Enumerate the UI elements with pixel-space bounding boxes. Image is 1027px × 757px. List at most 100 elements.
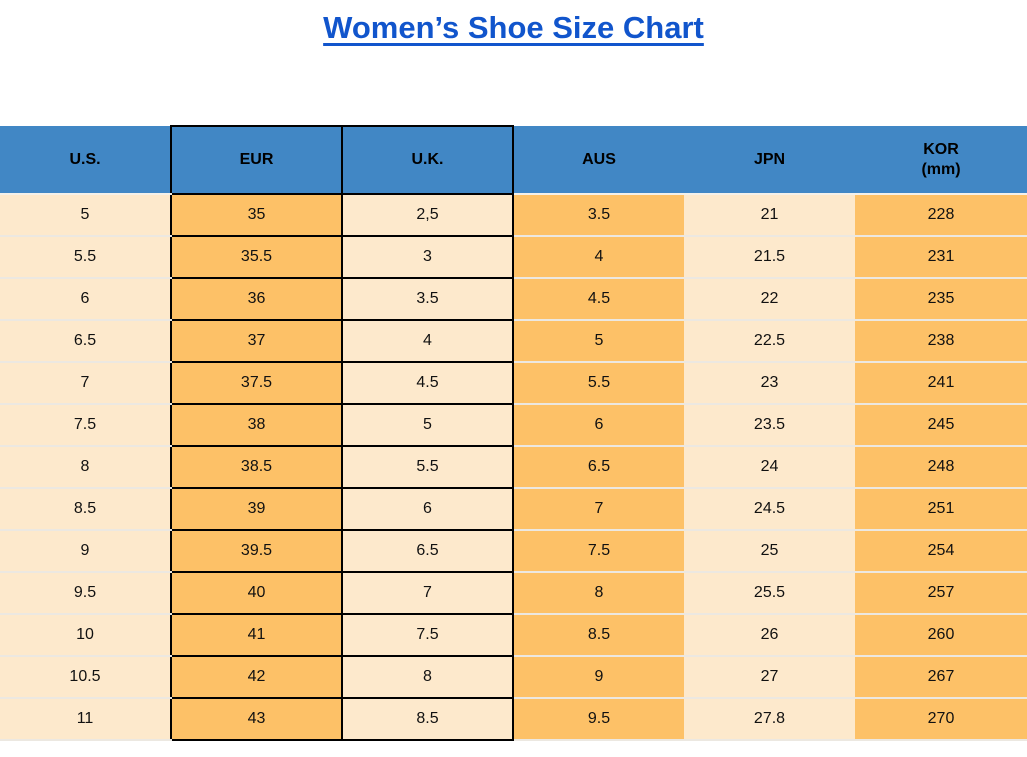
cell-us: 7	[0, 362, 171, 405]
page-title[interactable]: Women’s Shoe Size Chart	[323, 10, 704, 45]
cell-kor: 270	[855, 698, 1027, 741]
cell-eur: 40	[170, 571, 343, 615]
cell-eur: 38	[170, 403, 343, 447]
cell-uk: 4.5	[341, 361, 514, 405]
cell-jpn: 27	[684, 656, 855, 699]
cell-uk: 3.5	[341, 277, 514, 321]
cell-jpn: 26	[684, 614, 855, 657]
cell-uk: 4	[341, 319, 514, 363]
cell-eur: 39.5	[170, 529, 343, 573]
cell-jpn: 21	[684, 194, 855, 237]
cell-aus: 9.5	[513, 698, 684, 741]
table-row: 6 36 3.5 4.5 22 235	[0, 277, 1027, 321]
cell-eur: 36	[170, 277, 343, 321]
cell-eur: 35.5	[170, 235, 343, 279]
cell-kor: 254	[855, 530, 1027, 573]
cell-aus: 9	[513, 656, 684, 699]
cell-aus: 6	[513, 404, 684, 447]
column-header-kor-unit: (mm)	[921, 160, 961, 178]
cell-uk: 8.5	[341, 697, 514, 741]
cell-jpn: 25	[684, 530, 855, 573]
cell-aus: 8	[513, 572, 684, 615]
shoe-size-table: U.S. EUR U.K. AUS JPN KOR (mm) 5 35 2,5 …	[0, 125, 1027, 741]
table-row: 10 41 7.5 8.5 26 260	[0, 613, 1027, 657]
cell-us: 5	[0, 194, 171, 237]
cell-us: 6.5	[0, 320, 171, 363]
cell-aus: 3.5	[513, 194, 684, 237]
table-row: 8 38.5 5.5 6.5 24 248	[0, 445, 1027, 489]
cell-jpn: 22	[684, 278, 855, 321]
table-row: 5.5 35.5 3 4 21.5 231	[0, 235, 1027, 279]
cell-us: 7.5	[0, 404, 171, 447]
cell-kor: 245	[855, 404, 1027, 447]
cell-uk: 7.5	[341, 613, 514, 657]
cell-kor: 257	[855, 572, 1027, 615]
cell-us: 9.5	[0, 572, 171, 615]
cell-kor: 251	[855, 488, 1027, 531]
cell-us: 5.5	[0, 236, 171, 279]
cell-aus: 5	[513, 320, 684, 363]
cell-eur: 42	[170, 655, 343, 699]
cell-uk: 8	[341, 655, 514, 699]
cell-aus: 4	[513, 236, 684, 279]
column-header-kor: KOR (mm)	[855, 126, 1027, 195]
cell-uk: 6	[341, 487, 514, 531]
cell-uk: 5	[341, 403, 514, 447]
cell-eur: 41	[170, 613, 343, 657]
cell-jpn: 22.5	[684, 320, 855, 363]
cell-aus: 7	[513, 488, 684, 531]
cell-kor: 248	[855, 446, 1027, 489]
column-header-jpn: JPN	[684, 126, 855, 195]
cell-kor: 241	[855, 362, 1027, 405]
cell-uk: 2,5	[341, 193, 514, 237]
cell-eur: 39	[170, 487, 343, 531]
cell-uk: 3	[341, 235, 514, 279]
cell-jpn: 24.5	[684, 488, 855, 531]
cell-jpn: 21.5	[684, 236, 855, 279]
cell-us: 9	[0, 530, 171, 573]
cell-us: 6	[0, 278, 171, 321]
cell-kor: 231	[855, 236, 1027, 279]
table-header-row: U.S. EUR U.K. AUS JPN KOR (mm)	[0, 125, 1027, 195]
column-header-aus: AUS	[513, 126, 684, 195]
cell-us: 11	[0, 698, 171, 741]
cell-kor: 260	[855, 614, 1027, 657]
cell-jpn: 27.8	[684, 698, 855, 741]
column-header-uk: U.K.	[341, 125, 514, 195]
table-row: 7 37.5 4.5 5.5 23 241	[0, 361, 1027, 405]
column-header-kor-label: KOR	[923, 140, 959, 158]
table-row: 5 35 2,5 3.5 21 228	[0, 193, 1027, 237]
cell-aus: 7.5	[513, 530, 684, 573]
cell-jpn: 25.5	[684, 572, 855, 615]
cell-jpn: 24	[684, 446, 855, 489]
table-row: 9 39.5 6.5 7.5 25 254	[0, 529, 1027, 573]
cell-uk: 5.5	[341, 445, 514, 489]
cell-jpn: 23.5	[684, 404, 855, 447]
cell-aus: 6.5	[513, 446, 684, 489]
table-row: 10.5 42 8 9 27 267	[0, 655, 1027, 699]
cell-jpn: 23	[684, 362, 855, 405]
cell-kor: 235	[855, 278, 1027, 321]
cell-uk: 6.5	[341, 529, 514, 573]
table-row: 8.5 39 6 7 24.5 251	[0, 487, 1027, 531]
cell-kor: 228	[855, 194, 1027, 237]
cell-us: 8.5	[0, 488, 171, 531]
table-row: 11 43 8.5 9.5 27.8 270	[0, 697, 1027, 741]
cell-eur: 43	[170, 697, 343, 741]
cell-aus: 8.5	[513, 614, 684, 657]
column-header-us: U.S.	[0, 126, 171, 195]
cell-eur: 37.5	[170, 361, 343, 405]
column-header-eur: EUR	[170, 125, 343, 195]
cell-eur: 35	[170, 193, 343, 237]
table-row: 6.5 37 4 5 22.5 238	[0, 319, 1027, 363]
cell-aus: 4.5	[513, 278, 684, 321]
cell-kor: 238	[855, 320, 1027, 363]
cell-us: 10	[0, 614, 171, 657]
cell-eur: 38.5	[170, 445, 343, 489]
cell-uk: 7	[341, 571, 514, 615]
cell-us: 8	[0, 446, 171, 489]
cell-eur: 37	[170, 319, 343, 363]
cell-aus: 5.5	[513, 362, 684, 405]
table-row: 9.5 40 7 8 25.5 257	[0, 571, 1027, 615]
table-row: 7.5 38 5 6 23.5 245	[0, 403, 1027, 447]
